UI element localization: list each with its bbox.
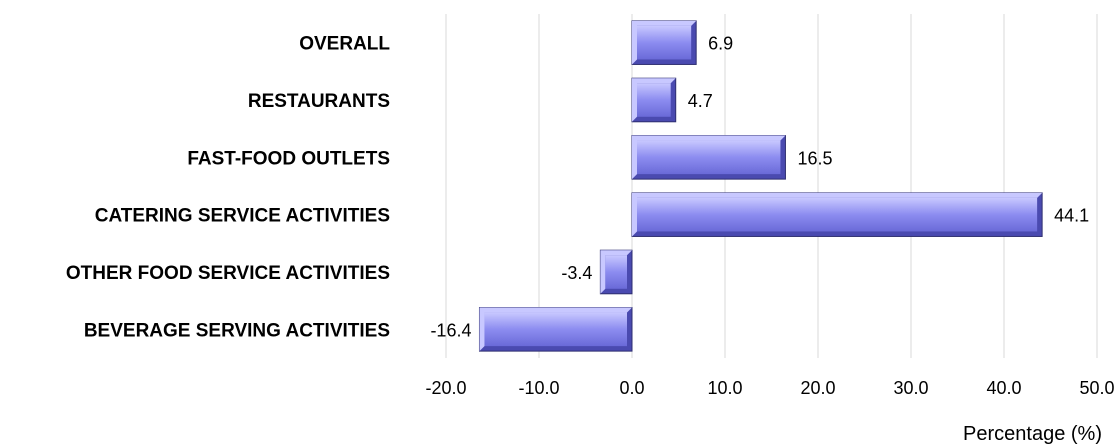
bar-bevel-highlight	[479, 307, 632, 352]
x-tick-labels: -20.0 -10.0 0.0 10.0 20.0 30.0 40.0 50.0	[425, 378, 1114, 398]
bar-bevel-highlight	[632, 78, 676, 122]
bar-face	[637, 83, 671, 117]
data-labels: 6.9 4.7 16.5 44.1 -3.4 -16.4	[430, 34, 1089, 341]
data-label: 16.5	[797, 148, 832, 168]
data-label: -3.4	[561, 263, 592, 283]
data-label: 6.9	[708, 34, 733, 54]
bar-face	[605, 255, 627, 289]
category-label: OVERALL	[299, 34, 390, 55]
bar-bevel-highlight	[600, 250, 632, 294]
bar	[631, 20, 697, 65]
bar-face	[484, 312, 627, 347]
bar-face	[637, 197, 1038, 232]
bar-face	[637, 25, 692, 60]
bar	[631, 77, 677, 123]
category-labels: OVERALL RESTAURANTS FAST-FOOD OUTLETS CATER…	[66, 34, 391, 342]
x-tick-label: 50.0	[1079, 378, 1114, 398]
bar	[478, 307, 633, 352]
category-label: RESTAURANTS	[248, 91, 390, 112]
x-tick-label: -20.0	[425, 378, 466, 398]
data-label: 4.7	[688, 91, 713, 111]
gridlines	[445, 14, 1098, 358]
bar-bevel-highlight	[632, 192, 1043, 237]
bar-face	[637, 140, 781, 175]
x-tick-label: 20.0	[800, 378, 835, 398]
x-tick-label: -10.0	[518, 378, 559, 398]
bar	[631, 192, 1043, 237]
bar-bevel-highlight	[632, 20, 697, 65]
x-tick-label: 40.0	[986, 378, 1021, 398]
data-label: 44.1	[1054, 206, 1089, 226]
data-label: -16.4	[430, 320, 471, 340]
category-label: CATERING SERVICE ACTIVITIES	[95, 206, 390, 227]
bars	[478, 20, 1043, 352]
x-tick-label: 30.0	[893, 378, 928, 398]
bar	[631, 135, 786, 180]
x-axis-title: Percentage (%)	[963, 423, 1102, 445]
x-tick-label: 10.0	[707, 378, 742, 398]
bar-bevel-highlight	[632, 135, 786, 180]
category-label: FAST-FOOD OUTLETS	[187, 148, 390, 169]
x-tick-label: 0.0	[619, 378, 644, 398]
category-label: BEVERAGE SERVING ACTIVITIES	[84, 320, 390, 341]
category-label: OTHER FOOD SERVICE ACTIVITIES	[66, 263, 390, 284]
bar	[599, 249, 633, 295]
